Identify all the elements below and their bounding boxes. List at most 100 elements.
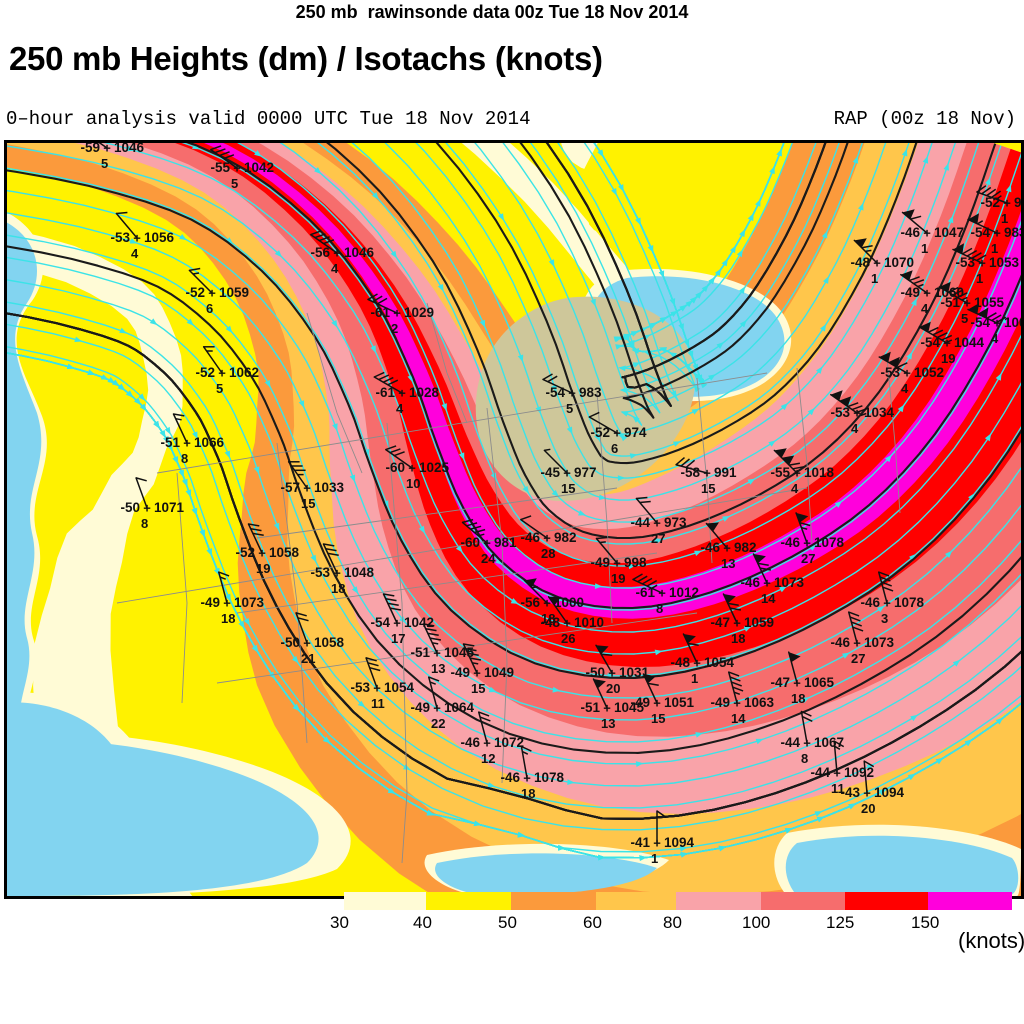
svg-text:977: 977 bbox=[574, 465, 597, 480]
svg-text:+: + bbox=[653, 836, 661, 851]
svg-text:991: 991 bbox=[714, 465, 737, 480]
svg-text:1062: 1062 bbox=[229, 365, 259, 380]
svg-text:982: 982 bbox=[554, 530, 577, 545]
svg-text:20: 20 bbox=[606, 681, 620, 696]
svg-text:983: 983 bbox=[1004, 225, 1021, 240]
svg-text:11: 11 bbox=[371, 696, 385, 711]
svg-text:1054: 1054 bbox=[704, 655, 735, 670]
svg-text:973: 973 bbox=[664, 515, 687, 530]
svg-text:+: + bbox=[543, 531, 551, 546]
svg-text:-47: -47 bbox=[710, 615, 730, 630]
svg-text:-54: -54 bbox=[970, 225, 990, 240]
svg-text:+: + bbox=[653, 516, 661, 531]
svg-text:1073: 1073 bbox=[234, 595, 265, 610]
svg-text:-46: -46 bbox=[500, 770, 520, 785]
svg-text:3: 3 bbox=[881, 611, 888, 626]
svg-text:1046: 1046 bbox=[114, 143, 145, 155]
svg-text:1051: 1051 bbox=[664, 695, 695, 710]
svg-text:8: 8 bbox=[141, 516, 148, 531]
svg-text:-50: -50 bbox=[280, 635, 300, 650]
svg-text:+: + bbox=[258, 546, 266, 561]
svg-text:-58: -58 bbox=[680, 465, 700, 480]
svg-text:-55: -55 bbox=[770, 465, 790, 480]
svg-text:+: + bbox=[803, 736, 811, 751]
svg-text:+: + bbox=[603, 701, 611, 716]
svg-text:+: + bbox=[963, 296, 971, 311]
svg-text:-52: -52 bbox=[235, 545, 255, 560]
svg-text:1059: 1059 bbox=[744, 615, 774, 630]
svg-text:1055: 1055 bbox=[974, 295, 1005, 310]
svg-text:-51: -51 bbox=[410, 645, 430, 660]
svg-text:1054: 1054 bbox=[384, 680, 415, 695]
svg-text:+: + bbox=[433, 701, 441, 716]
svg-text:+: + bbox=[703, 466, 711, 481]
svg-text:-51: -51 bbox=[580, 700, 600, 715]
svg-text:28: 28 bbox=[541, 546, 555, 561]
svg-text:4: 4 bbox=[851, 421, 859, 436]
svg-text:+: + bbox=[978, 256, 986, 271]
svg-text:5: 5 bbox=[216, 381, 223, 396]
svg-text:+: + bbox=[408, 461, 416, 476]
svg-text:+: + bbox=[183, 436, 191, 451]
svg-text:+: + bbox=[303, 636, 311, 651]
svg-text:982: 982 bbox=[734, 540, 757, 555]
svg-text:-45: -45 bbox=[540, 465, 560, 480]
svg-text:-46: -46 bbox=[830, 635, 850, 650]
svg-text:-54: -54 bbox=[970, 315, 990, 330]
svg-text:1071: 1071 bbox=[154, 500, 185, 515]
svg-text:+: + bbox=[208, 286, 216, 301]
svg-text:-44: -44 bbox=[780, 735, 800, 750]
svg-text:-49: -49 bbox=[630, 695, 650, 710]
svg-text:19: 19 bbox=[611, 571, 625, 586]
svg-text:+: + bbox=[568, 386, 576, 401]
svg-text:-44: -44 bbox=[810, 765, 830, 780]
svg-text:1004: 1004 bbox=[1004, 315, 1021, 330]
svg-text:+: + bbox=[333, 246, 341, 261]
svg-text:-51: -51 bbox=[160, 435, 180, 450]
svg-text:+: + bbox=[608, 666, 616, 681]
svg-text:+: + bbox=[483, 736, 491, 751]
svg-text:1029: 1029 bbox=[404, 305, 434, 320]
svg-text:1044: 1044 bbox=[954, 335, 985, 350]
svg-text:15: 15 bbox=[651, 711, 665, 726]
svg-text:+: + bbox=[473, 666, 481, 681]
svg-text:1: 1 bbox=[1001, 211, 1008, 226]
svg-text:15: 15 bbox=[301, 496, 315, 511]
svg-text:-50: -50 bbox=[120, 500, 140, 515]
svg-text:1092: 1092 bbox=[844, 765, 874, 780]
svg-text:1094: 1094 bbox=[664, 835, 695, 850]
svg-text:18: 18 bbox=[731, 631, 745, 646]
svg-text:974: 974 bbox=[624, 425, 647, 440]
svg-text:+: + bbox=[218, 366, 226, 381]
svg-text:4: 4 bbox=[131, 246, 139, 261]
svg-text:-61: -61 bbox=[370, 305, 390, 320]
svg-text:+: + bbox=[943, 336, 951, 351]
svg-text:1058: 1058 bbox=[314, 635, 345, 650]
svg-text:+: + bbox=[923, 286, 931, 301]
svg-text:+: + bbox=[723, 541, 731, 556]
svg-text:+: + bbox=[233, 161, 241, 176]
svg-text:1067: 1067 bbox=[814, 735, 844, 750]
svg-text:+: + bbox=[433, 646, 441, 661]
svg-text:17: 17 bbox=[391, 631, 405, 646]
svg-text:4: 4 bbox=[396, 401, 404, 416]
svg-text:+: + bbox=[803, 536, 811, 551]
svg-text:1065: 1065 bbox=[804, 675, 835, 690]
svg-text:1047: 1047 bbox=[934, 225, 964, 240]
svg-text:+: + bbox=[1003, 196, 1011, 211]
svg-text:19: 19 bbox=[256, 561, 270, 576]
svg-text:-59: -59 bbox=[80, 143, 100, 155]
svg-text:8: 8 bbox=[801, 751, 808, 766]
svg-text:+: + bbox=[993, 316, 1001, 331]
svg-text:1066: 1066 bbox=[194, 435, 225, 450]
svg-text:+: + bbox=[923, 226, 931, 241]
svg-text:4: 4 bbox=[991, 331, 999, 346]
svg-text:-53: -53 bbox=[880, 365, 900, 380]
svg-text:1012: 1012 bbox=[669, 585, 699, 600]
svg-text:-46: -46 bbox=[520, 530, 540, 545]
svg-text:6: 6 bbox=[206, 301, 213, 316]
svg-text:4: 4 bbox=[921, 301, 929, 316]
svg-text:-52: -52 bbox=[980, 195, 1000, 210]
svg-text:-50: -50 bbox=[585, 665, 605, 680]
svg-text:2: 2 bbox=[391, 321, 398, 336]
